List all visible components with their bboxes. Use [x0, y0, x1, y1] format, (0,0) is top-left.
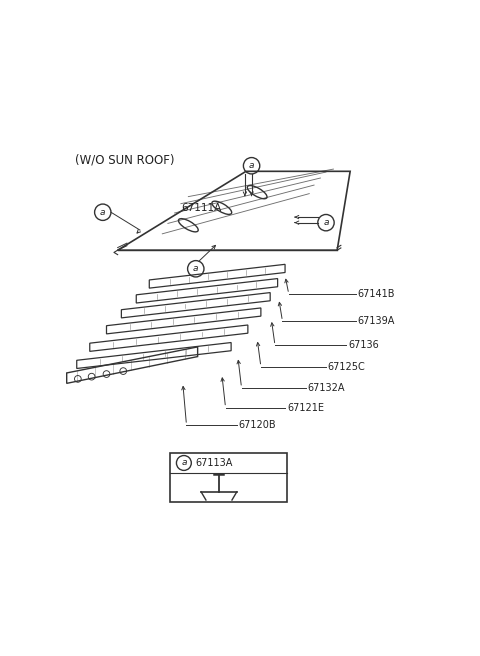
Text: a: a — [249, 161, 254, 171]
Text: 67132A: 67132A — [307, 383, 345, 393]
Text: 67120B: 67120B — [239, 420, 276, 430]
Text: 67139A: 67139A — [358, 316, 395, 326]
Text: 67125C: 67125C — [328, 361, 366, 371]
Text: a: a — [323, 218, 329, 227]
Text: 67121E: 67121E — [287, 403, 324, 413]
Text: a: a — [100, 208, 106, 216]
Text: 67141B: 67141B — [358, 289, 395, 299]
Text: 67136: 67136 — [348, 340, 379, 350]
Text: (W/O SUN ROOF): (W/O SUN ROOF) — [75, 154, 174, 167]
Text: 67111A: 67111A — [181, 203, 221, 213]
Text: a: a — [193, 264, 199, 274]
Text: 67113A: 67113A — [195, 458, 232, 468]
Text: a: a — [181, 459, 187, 468]
